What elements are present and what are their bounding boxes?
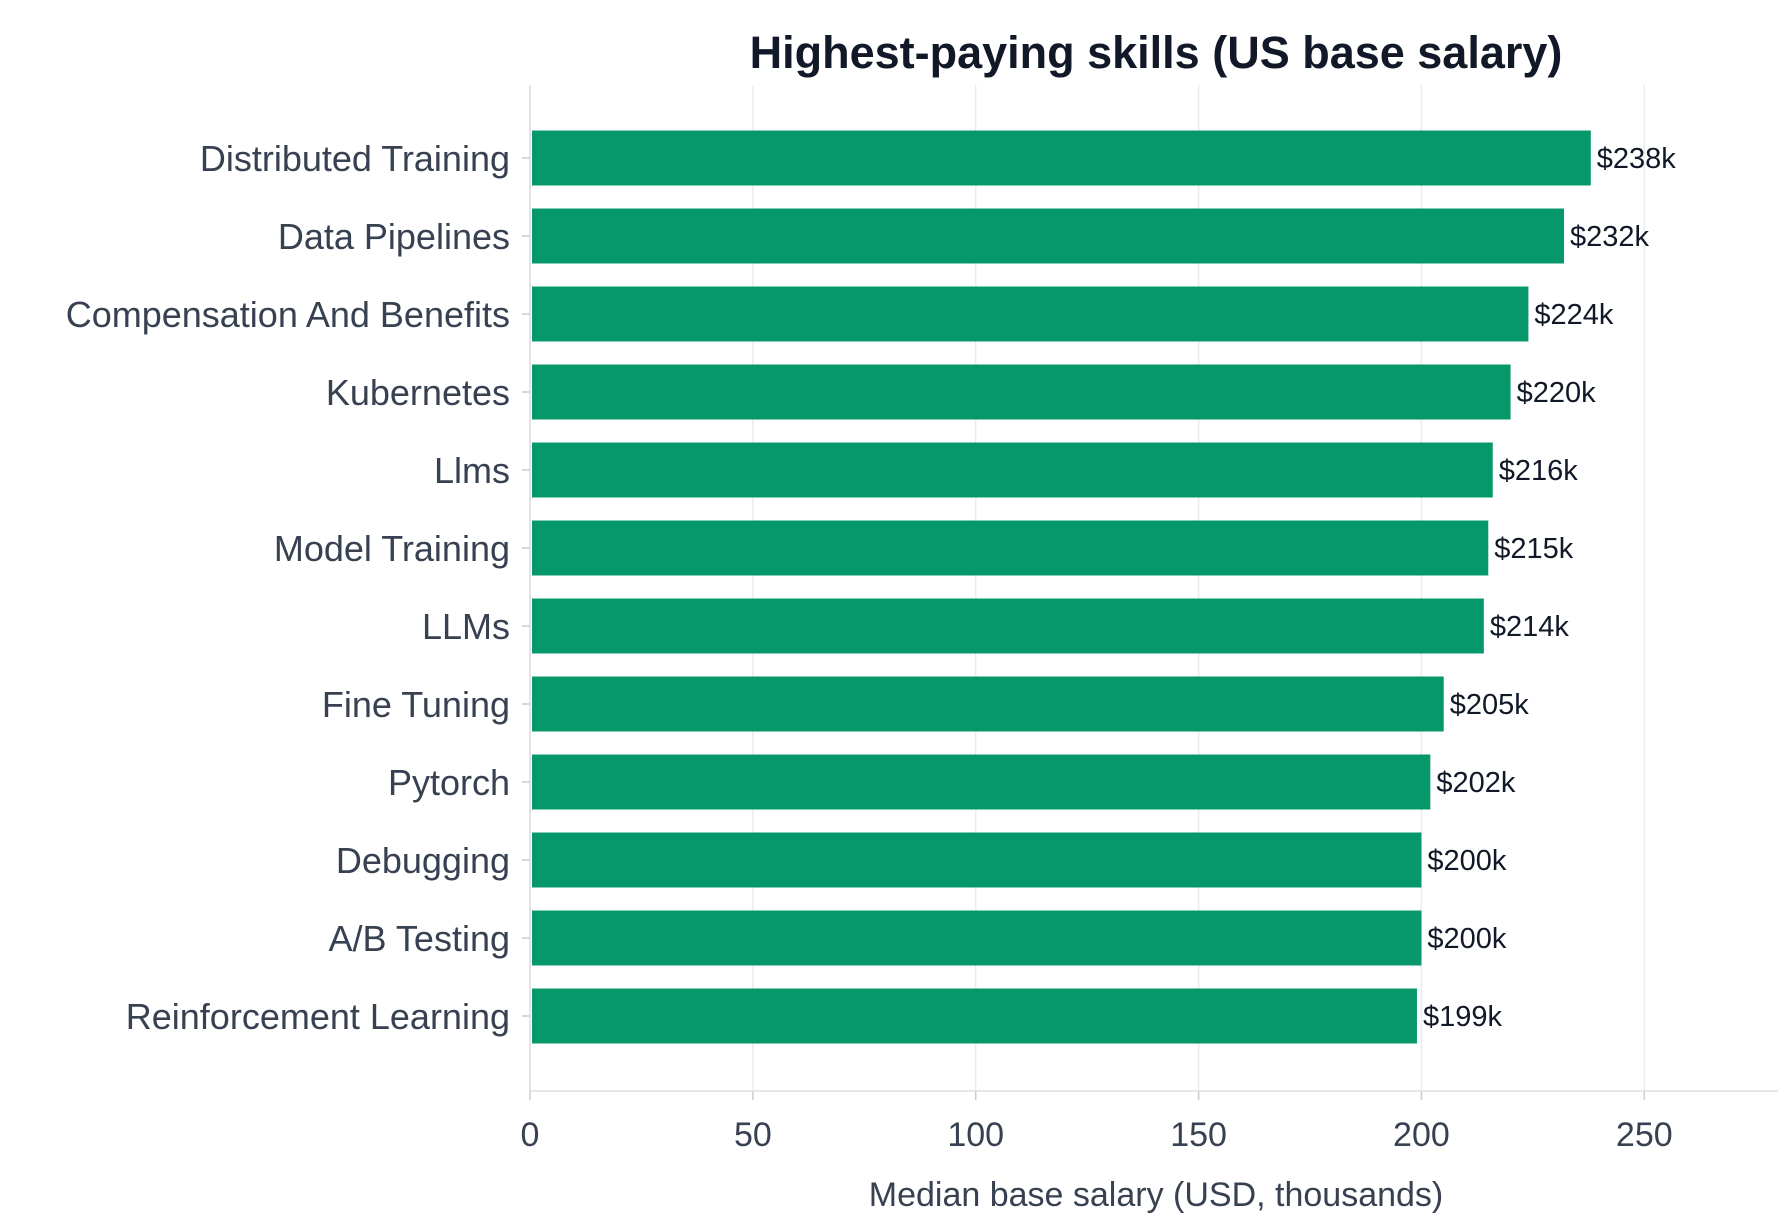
- x-tick-label: 250: [1616, 1116, 1673, 1154]
- data-label: $214k: [1490, 611, 1570, 643]
- y-tick-label: Debugging: [336, 840, 510, 881]
- bar: [532, 988, 1417, 1044]
- x-tick-label: 150: [1170, 1116, 1227, 1154]
- y-tick-label: Reinforcement Learning: [126, 996, 510, 1037]
- bar: [532, 754, 1431, 810]
- data-label: $216k: [1499, 455, 1579, 487]
- data-label: $224k: [1534, 299, 1614, 331]
- x-tick-label: 100: [947, 1116, 1004, 1154]
- y-tick-label: Kubernetes: [326, 372, 510, 413]
- data-label: $202k: [1436, 767, 1516, 799]
- bar: [532, 364, 1511, 420]
- data-label: $215k: [1494, 533, 1574, 565]
- labels: 0 50 100 150 200 250 Distributed Training $238k…: [66, 138, 1677, 1154]
- bars: [532, 130, 1591, 1044]
- data-label: $220k: [1517, 377, 1597, 409]
- y-tick-label: Data Pipelines: [278, 216, 510, 257]
- data-label: $199k: [1423, 1001, 1503, 1033]
- data-label: $200k: [1427, 923, 1507, 955]
- y-tick-label: Fine Tuning: [322, 684, 510, 725]
- y-tick-label: Pytorch: [388, 762, 510, 803]
- y-tick-label: Distributed Training: [200, 138, 510, 179]
- y-tick-label: LLMs: [422, 606, 510, 647]
- y-tick-label: Compensation And Benefits: [66, 294, 510, 335]
- x-tick-label: 0: [521, 1116, 540, 1154]
- bar: [532, 598, 1484, 654]
- data-label: $232k: [1570, 221, 1650, 253]
- bar: [532, 208, 1565, 264]
- data-label: $200k: [1427, 845, 1507, 877]
- data-label: $205k: [1450, 689, 1530, 721]
- chart-title: Highest-paying skills (US base salary): [750, 27, 1563, 78]
- y-tick-label: Llms: [434, 450, 510, 491]
- bar: [532, 520, 1489, 576]
- bar: [532, 286, 1529, 342]
- y-tick-label: A/B Testing: [329, 918, 510, 959]
- x-axis-title: Median base salary (USD, thousands): [869, 1176, 1444, 1214]
- y-tick-label: Model Training: [274, 528, 510, 569]
- bar: [532, 910, 1422, 966]
- bar: [532, 832, 1422, 888]
- data-label: $238k: [1597, 143, 1677, 175]
- bar: [532, 442, 1493, 498]
- bar: [532, 676, 1444, 732]
- bar: [532, 130, 1591, 186]
- x-tick-label: 50: [734, 1116, 772, 1154]
- axes: [522, 85, 1778, 1100]
- x-tick-label: 200: [1393, 1116, 1450, 1154]
